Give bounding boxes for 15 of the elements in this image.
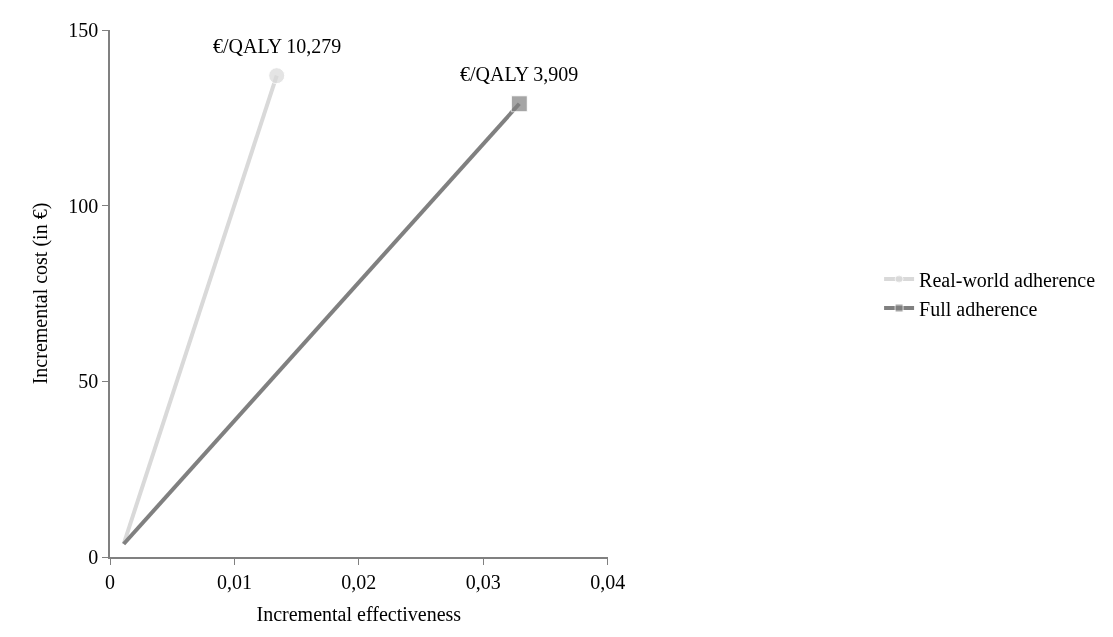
y-tick-label: 150	[68, 19, 99, 41]
x-tick-label: 0,02	[341, 570, 377, 593]
x-tick-label: 0,04	[590, 570, 626, 593]
y-tick-label: 100	[68, 194, 99, 217]
x-tick-label: 0,03	[465, 570, 501, 593]
legend-label: Full adherence	[919, 297, 1038, 320]
annotation: €/QALY 3,909	[460, 63, 579, 85]
annotation: €/QALY 10,279	[213, 35, 342, 57]
y-axis-title: Incremental cost (in €)	[29, 202, 53, 385]
x-axis-title: Incremental effectiveness	[256, 602, 462, 625]
y-tick-label: 50	[78, 370, 99, 393]
x-tick-label: 0	[105, 570, 115, 593]
y-tick-label: 0	[88, 546, 99, 568]
x-tick-label: 0,01	[216, 570, 252, 593]
legend-label: Real-world adherence	[919, 268, 1096, 291]
